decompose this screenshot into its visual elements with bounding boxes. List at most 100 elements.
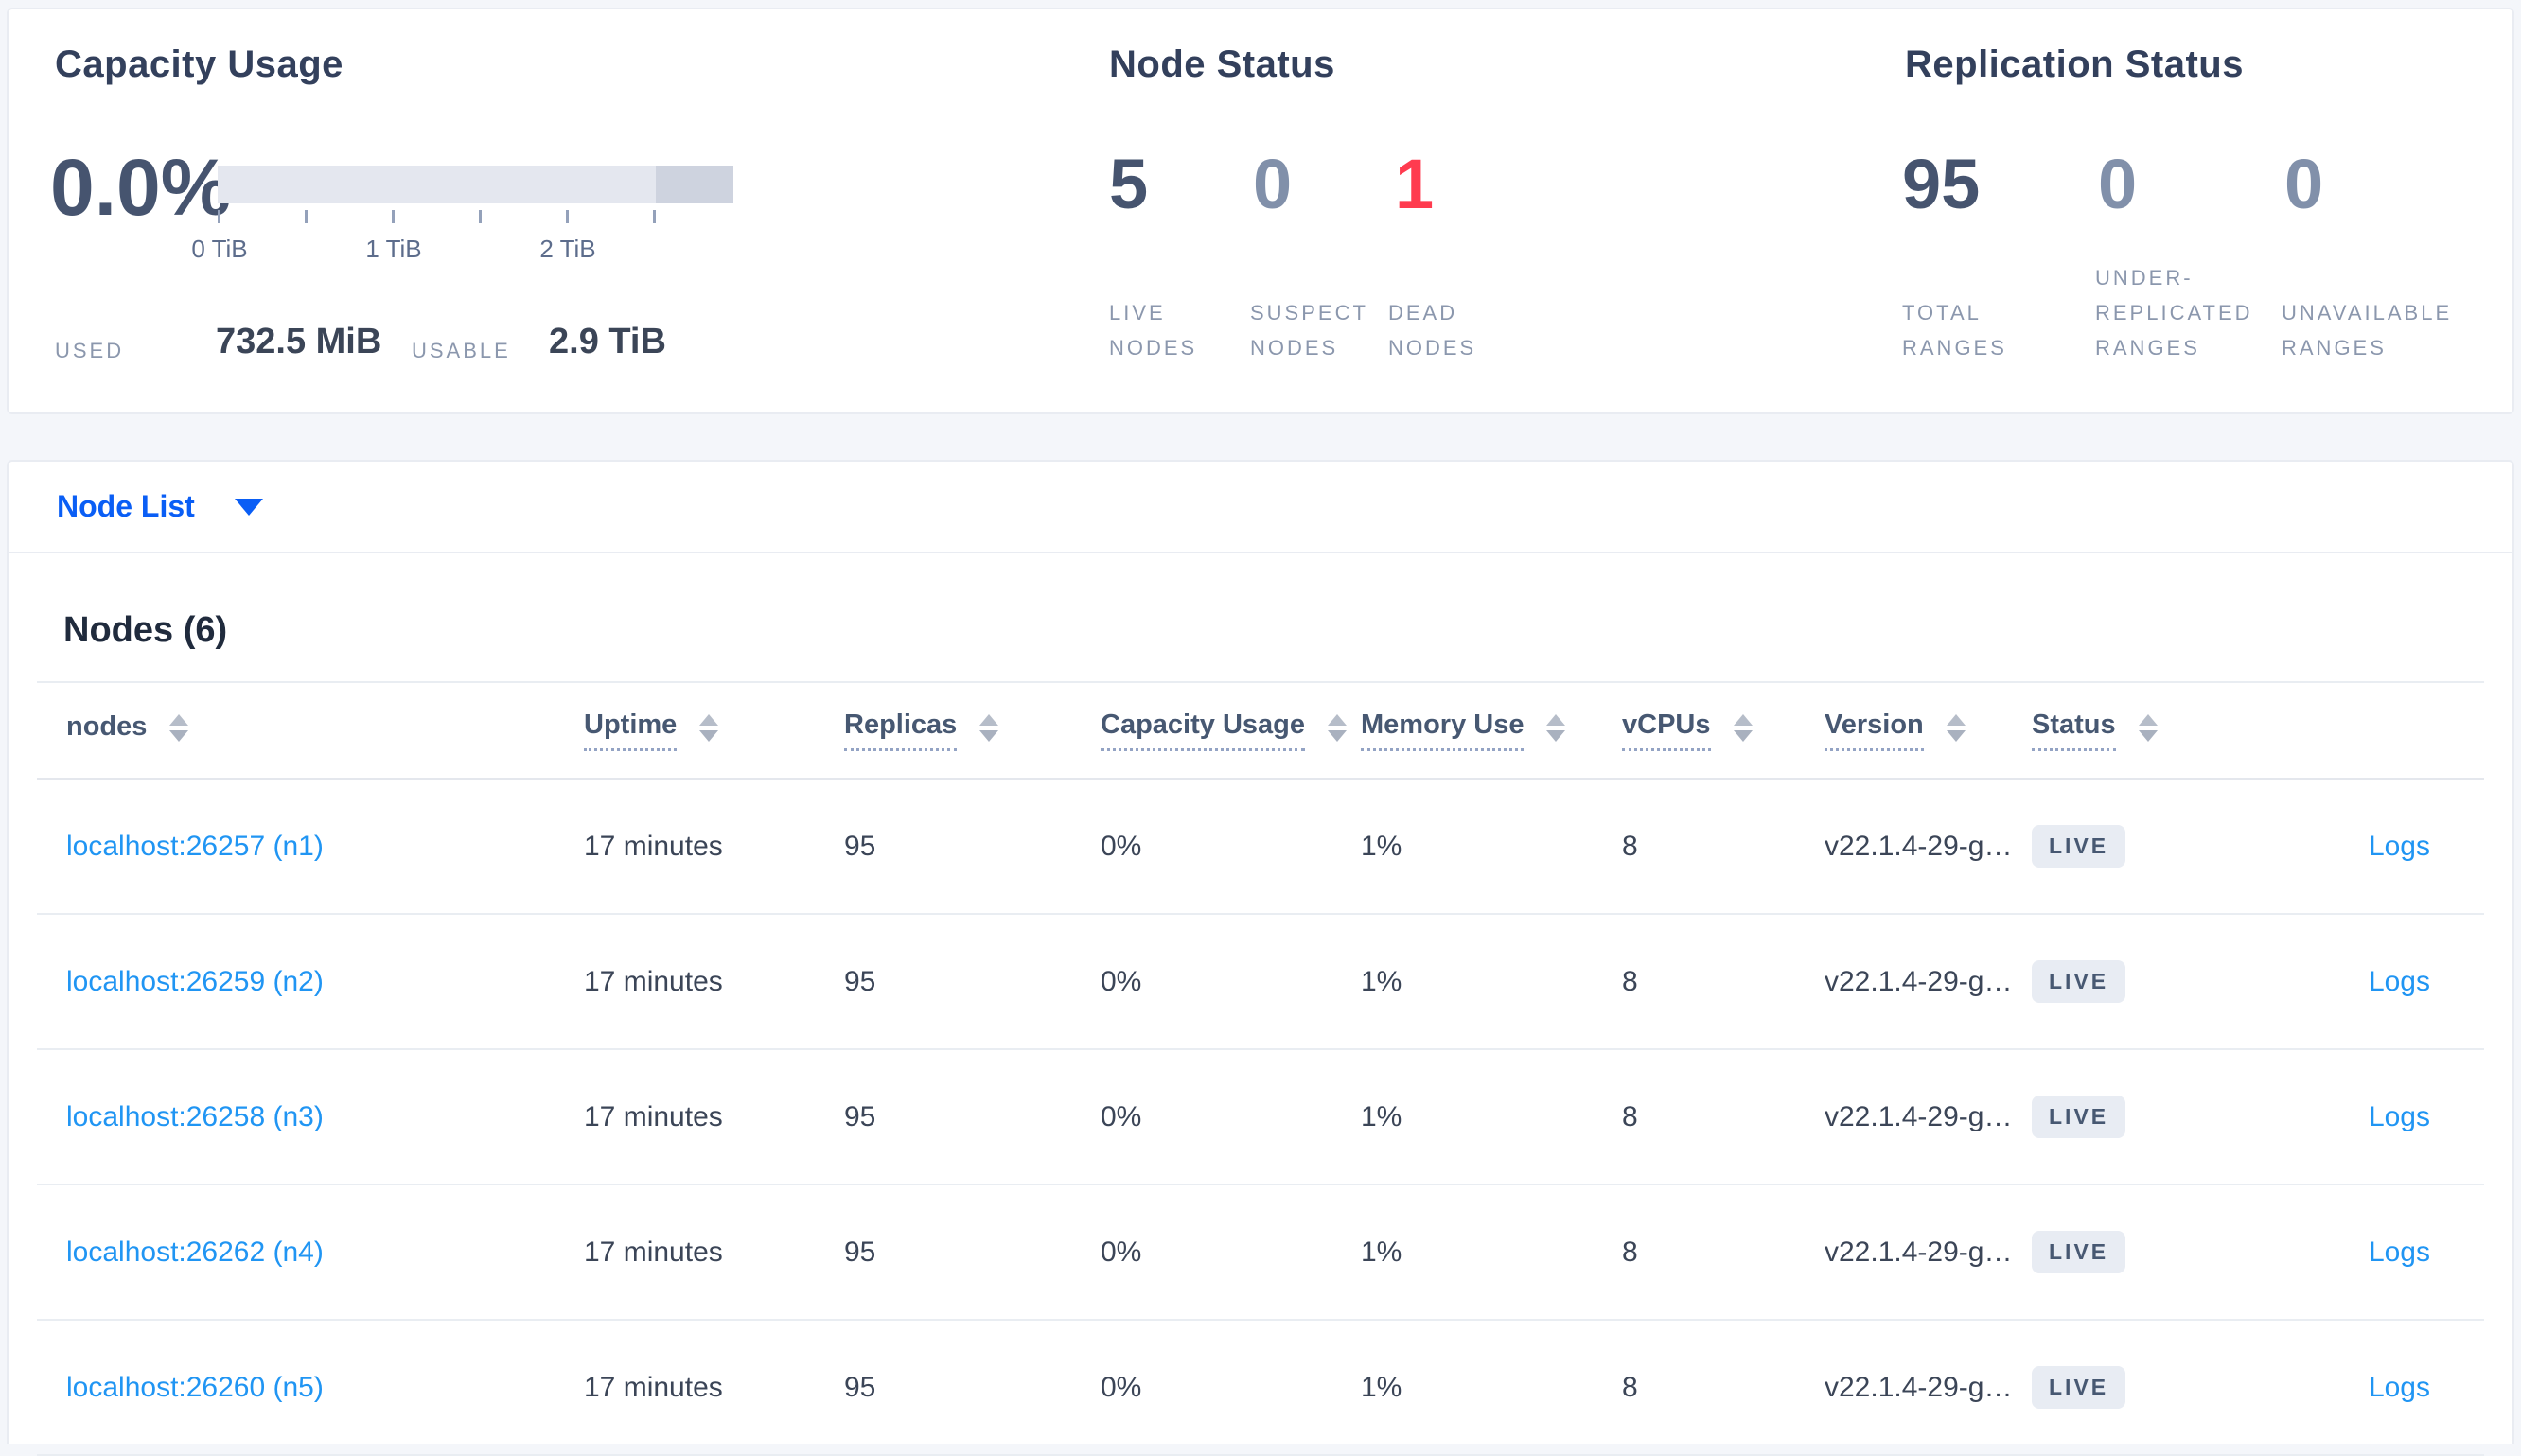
status-badge: LIVE bbox=[2032, 1231, 2126, 1273]
vcpus-cell: 8 bbox=[1622, 1236, 1638, 1268]
table-row: localhost:26257 (n1) 17 minutes 95 0% 1%… bbox=[37, 780, 2484, 915]
view-selector-label: Node List bbox=[57, 489, 195, 523]
capacity-cell: 0% bbox=[1101, 965, 1142, 997]
memory-cell: 1% bbox=[1361, 1236, 1402, 1268]
column-header-capacity-usage[interactable]: Capacity Usage bbox=[1101, 710, 1361, 751]
axis-tick-label: 0 TiB bbox=[191, 235, 248, 263]
suspect-nodes-label: SUSPECT NODES bbox=[1250, 301, 1368, 360]
column-header-replicas[interactable]: Replicas bbox=[844, 710, 1101, 751]
logs-link[interactable]: Logs bbox=[2368, 1371, 2430, 1403]
sort-icon bbox=[979, 713, 999, 742]
capacity-cell: 0% bbox=[1101, 1100, 1142, 1132]
status-badge: LIVE bbox=[2032, 1096, 2126, 1138]
dead-nodes-label: DEAD NODES bbox=[1388, 301, 1477, 360]
uptime-cell: 17 minutes bbox=[584, 1100, 723, 1132]
node-link[interactable]: localhost:26257 (n1) bbox=[66, 830, 324, 862]
replicas-cell: 95 bbox=[844, 830, 876, 862]
under-replicated-ranges-count: 0 bbox=[2098, 145, 2138, 223]
used-label: USED bbox=[55, 339, 125, 362]
sort-icon bbox=[699, 713, 719, 742]
vcpus-cell: 8 bbox=[1622, 1371, 1638, 1403]
memory-cell: 1% bbox=[1361, 830, 1402, 862]
suspect-nodes-count: 0 bbox=[1253, 145, 1293, 223]
node-link[interactable]: localhost:26258 (n3) bbox=[66, 1100, 324, 1132]
replicas-cell: 95 bbox=[844, 965, 876, 997]
version-cell: v22.1.4-29-g… bbox=[1825, 965, 2013, 997]
table-row: localhost:26262 (n4) 17 minutes 95 0% 1%… bbox=[37, 1185, 2484, 1321]
uptime-cell: 17 minutes bbox=[584, 1371, 723, 1403]
sort-icon bbox=[1328, 713, 1347, 742]
uptime-cell: 17 minutes bbox=[584, 965, 723, 997]
node-link[interactable]: localhost:26259 (n2) bbox=[66, 965, 324, 997]
uptime-cell: 17 minutes bbox=[584, 830, 723, 862]
node-list-card: Node List Nodes (6) nodes Uptime Replica… bbox=[7, 460, 2514, 1456]
column-header-memory-use[interactable]: Memory Use bbox=[1361, 710, 1622, 751]
vcpus-cell: 8 bbox=[1622, 1100, 1638, 1132]
axis-tick-label: 1 TiB bbox=[365, 235, 422, 263]
capacity-cell: 0% bbox=[1101, 1236, 1142, 1268]
usable-value: 2.9 TiB bbox=[549, 322, 666, 361]
column-header-nodes[interactable]: nodes bbox=[37, 711, 584, 750]
replicas-cell: 95 bbox=[844, 1100, 876, 1132]
version-cell: v22.1.4-29-g… bbox=[1825, 1100, 2013, 1132]
logs-link[interactable]: Logs bbox=[2368, 1100, 2430, 1132]
capacity-usage-title: Capacity Usage bbox=[55, 44, 344, 85]
under-replicated-ranges-label: UNDER-REPLICATED RANGES bbox=[2095, 266, 2253, 360]
unavailable-ranges-count: 0 bbox=[2284, 145, 2324, 223]
used-value: 732.5 MiB bbox=[216, 322, 382, 361]
unavailable-ranges-label: UNAVAILABLE RANGES bbox=[2282, 301, 2453, 360]
axis-tick bbox=[218, 210, 220, 223]
uptime-cell: 17 minutes bbox=[584, 1236, 723, 1268]
logs-link[interactable]: Logs bbox=[2368, 965, 2430, 997]
total-ranges-label: TOTAL RANGES bbox=[1902, 301, 2007, 360]
column-header-status[interactable]: Status bbox=[2032, 710, 2273, 751]
memory-cell: 1% bbox=[1361, 965, 1402, 997]
section-divider bbox=[37, 681, 2484, 683]
view-selector[interactable]: Node List bbox=[9, 462, 2512, 553]
nodes-table-section: Nodes (6) nodes Uptime Replicas Capacity… bbox=[9, 610, 2512, 1456]
axis-tick bbox=[305, 210, 308, 223]
dead-nodes-count: 1 bbox=[1395, 145, 1435, 223]
axis-tick bbox=[392, 210, 395, 223]
axis-tick bbox=[653, 210, 656, 223]
table-row: localhost:26260 (n5) 17 minutes 95 0% 1%… bbox=[37, 1321, 2484, 1456]
sort-icon bbox=[169, 713, 189, 742]
replicas-cell: 95 bbox=[844, 1236, 876, 1268]
usable-label: USABLE bbox=[412, 339, 511, 362]
nodes-section-title: Nodes (6) bbox=[63, 610, 228, 650]
memory-cell: 1% bbox=[1361, 1100, 1402, 1132]
logs-link[interactable]: Logs bbox=[2368, 830, 2430, 862]
column-header-vcpus[interactable]: vCPUs bbox=[1622, 710, 1825, 751]
live-nodes-count: 5 bbox=[1109, 145, 1149, 223]
table-row: localhost:26258 (n3) 17 minutes 95 0% 1%… bbox=[37, 1050, 2484, 1185]
live-nodes-label: LIVE NODES bbox=[1109, 301, 1198, 360]
column-header-version[interactable]: Version bbox=[1825, 710, 2032, 751]
capacity-usage-bar bbox=[218, 166, 733, 203]
node-status-title: Node Status bbox=[1109, 44, 1335, 85]
axis-tick bbox=[566, 210, 569, 223]
status-badge: LIVE bbox=[2032, 1366, 2126, 1409]
node-link[interactable]: localhost:26260 (n5) bbox=[66, 1371, 324, 1403]
capacity-bar-other-segment bbox=[656, 166, 733, 203]
sort-icon bbox=[1733, 713, 1753, 742]
table-row: localhost:26259 (n2) 17 minutes 95 0% 1%… bbox=[37, 915, 2484, 1050]
replication-status-title: Replication Status bbox=[1905, 44, 2244, 85]
table-header-row: nodes Uptime Replicas Capacity Usage Mem… bbox=[37, 683, 2484, 780]
chevron-down-icon bbox=[234, 498, 263, 516]
sort-icon bbox=[2138, 713, 2158, 742]
capacity-cell: 0% bbox=[1101, 830, 1142, 862]
capacity-percent: 0.0% bbox=[50, 143, 232, 232]
capacity-cell: 0% bbox=[1101, 1371, 1142, 1403]
logs-link[interactable]: Logs bbox=[2368, 1236, 2430, 1268]
column-header-uptime[interactable]: Uptime bbox=[584, 710, 844, 751]
status-badge: LIVE bbox=[2032, 825, 2126, 868]
node-link[interactable]: localhost:26262 (n4) bbox=[66, 1236, 324, 1268]
sort-icon bbox=[1546, 713, 1566, 742]
axis-tick bbox=[479, 210, 482, 223]
version-cell: v22.1.4-29-g… bbox=[1825, 1236, 2013, 1268]
vcpus-cell: 8 bbox=[1622, 830, 1638, 862]
status-badge: LIVE bbox=[2032, 960, 2126, 1003]
version-cell: v22.1.4-29-g… bbox=[1825, 830, 2013, 862]
total-ranges-count: 95 bbox=[1902, 145, 1981, 223]
